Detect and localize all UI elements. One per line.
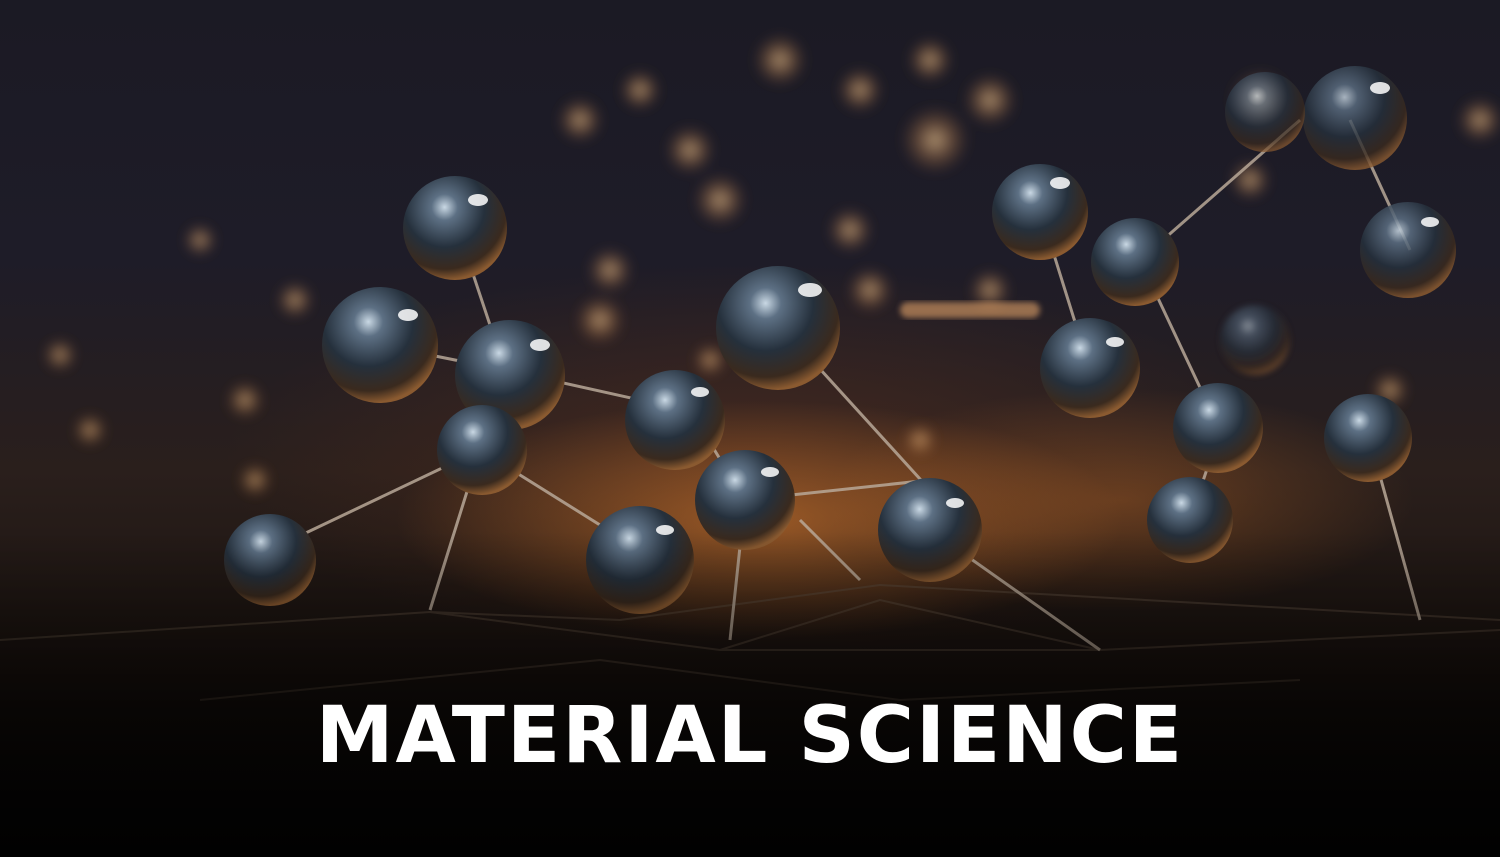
page-title: MATERIAL SCIENCE [315,691,1185,781]
floor-lattice [0,583,1500,702]
molecule-spheres [224,66,1456,614]
light-streak [900,302,1040,318]
